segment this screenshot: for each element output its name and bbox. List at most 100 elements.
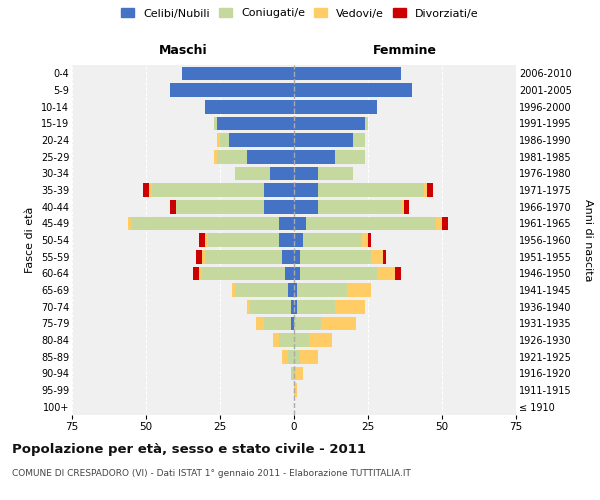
Bar xyxy=(288,350,294,364)
Bar xyxy=(294,116,368,130)
Bar xyxy=(285,266,294,280)
Bar xyxy=(294,233,362,247)
Bar xyxy=(294,66,401,80)
Bar xyxy=(235,166,294,180)
Bar xyxy=(232,283,294,297)
Bar xyxy=(170,200,294,213)
Bar xyxy=(220,133,294,147)
Bar xyxy=(294,150,335,164)
Bar xyxy=(294,383,297,397)
Bar xyxy=(294,150,365,164)
Y-axis label: Anni di nascita: Anni di nascita xyxy=(583,198,593,281)
Bar xyxy=(291,366,294,380)
Bar xyxy=(217,133,294,147)
Bar xyxy=(205,233,294,247)
Bar xyxy=(294,216,442,230)
Bar xyxy=(294,66,401,80)
Bar xyxy=(214,150,294,164)
Bar xyxy=(143,183,294,197)
Bar xyxy=(294,150,365,164)
Bar xyxy=(294,133,365,147)
Bar xyxy=(152,183,294,197)
Bar xyxy=(131,216,294,230)
Bar xyxy=(294,300,297,314)
Bar xyxy=(294,316,356,330)
Bar xyxy=(294,166,353,180)
Bar xyxy=(265,183,294,197)
Bar xyxy=(205,100,294,114)
Bar xyxy=(294,116,368,130)
Bar xyxy=(294,250,371,264)
Bar xyxy=(294,133,365,147)
Bar xyxy=(279,333,294,347)
Bar xyxy=(294,66,401,80)
Bar xyxy=(294,100,377,114)
Bar xyxy=(288,283,294,297)
Text: Femmine: Femmine xyxy=(373,44,437,57)
Text: COMUNE DI CRESPADORO (VI) - Dati ISTAT 1° gennaio 2011 - Elaborazione TUTTITALIA: COMUNE DI CRESPADORO (VI) - Dati ISTAT 1… xyxy=(12,468,411,477)
Bar xyxy=(229,133,294,147)
Bar xyxy=(294,300,335,314)
Bar xyxy=(294,83,412,97)
Bar xyxy=(294,116,365,130)
Bar xyxy=(273,333,294,347)
Bar xyxy=(294,166,317,180)
Bar xyxy=(294,300,365,314)
Bar xyxy=(294,183,424,197)
Bar xyxy=(294,350,317,364)
Bar xyxy=(279,233,294,247)
Bar xyxy=(294,233,303,247)
Bar xyxy=(199,266,294,280)
Bar xyxy=(170,83,294,97)
Bar xyxy=(291,316,294,330)
Bar xyxy=(291,366,294,380)
Bar xyxy=(217,133,294,147)
Bar xyxy=(294,316,320,330)
Bar xyxy=(294,166,353,180)
Bar xyxy=(294,350,300,364)
Bar xyxy=(250,300,294,314)
Bar xyxy=(217,116,294,130)
Bar xyxy=(182,66,294,80)
Bar xyxy=(273,333,294,347)
Bar xyxy=(176,200,294,213)
Bar xyxy=(247,150,294,164)
Bar xyxy=(294,200,317,213)
Bar xyxy=(265,200,294,213)
Bar xyxy=(294,183,433,197)
Bar xyxy=(182,66,294,80)
Bar xyxy=(282,350,294,364)
Bar xyxy=(291,300,294,314)
Bar xyxy=(294,216,436,230)
Bar xyxy=(294,250,386,264)
Bar xyxy=(294,83,412,97)
Bar xyxy=(196,250,294,264)
Bar xyxy=(294,116,368,130)
Bar xyxy=(170,83,294,97)
Bar xyxy=(176,200,294,213)
Text: Maschi: Maschi xyxy=(158,44,208,57)
Bar xyxy=(291,366,294,380)
Bar xyxy=(182,66,294,80)
Bar xyxy=(294,100,377,114)
Bar xyxy=(205,100,294,114)
Bar xyxy=(149,183,294,197)
Bar xyxy=(208,233,294,247)
Bar xyxy=(294,333,309,347)
Bar xyxy=(294,83,412,97)
Bar xyxy=(214,150,294,164)
Bar xyxy=(256,316,294,330)
Bar xyxy=(282,350,294,364)
Bar xyxy=(235,283,294,297)
Bar xyxy=(214,116,294,130)
Bar xyxy=(265,316,294,330)
Bar xyxy=(256,316,294,330)
Bar xyxy=(294,200,404,213)
Bar xyxy=(294,316,356,330)
Bar xyxy=(271,166,294,180)
Bar xyxy=(294,383,297,397)
Bar xyxy=(294,66,401,80)
Bar xyxy=(247,300,294,314)
Bar xyxy=(294,283,371,297)
Bar xyxy=(214,116,294,130)
